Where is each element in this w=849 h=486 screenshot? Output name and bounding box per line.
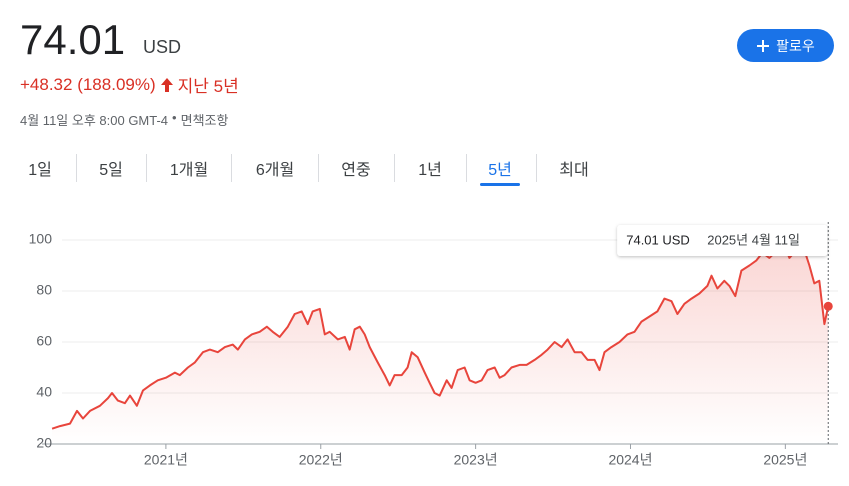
tab-separator bbox=[318, 154, 319, 182]
change: +48.32 (188.09%) bbox=[20, 74, 156, 94]
tooltip-box bbox=[617, 225, 828, 256]
active-tab-underline bbox=[480, 183, 520, 186]
range-tab[interactable]: 연중 bbox=[341, 162, 371, 179]
range-tab[interactable]: 1일 bbox=[28, 162, 52, 179]
tooltip: 74.01 USD 2025년 4월 11일 bbox=[617, 225, 828, 256]
range-tab[interactable]: 5년 bbox=[488, 162, 512, 179]
x-tick-label: 2023년 bbox=[454, 452, 498, 468]
y-tick-label: 80 bbox=[36, 282, 52, 298]
tab-separator bbox=[536, 154, 537, 182]
separator: • bbox=[172, 110, 177, 125]
range-tab[interactable]: 6개월 bbox=[255, 162, 295, 179]
tab-separator bbox=[466, 154, 467, 182]
tab-separator bbox=[76, 154, 77, 182]
meta-row: 4월 11일 오후 8:00 GMT-4 • 면책조항 bbox=[20, 110, 228, 129]
y-tick-label: 60 bbox=[36, 333, 52, 349]
tab-separator bbox=[146, 154, 147, 182]
x-tick-label: 2022년 bbox=[299, 452, 343, 468]
x-tick-label: 2021년 bbox=[144, 452, 188, 468]
up-arrow-icon bbox=[160, 77, 173, 92]
change-row: +48.32 (188.09%) 지난 5년 bbox=[20, 72, 239, 97]
tooltip-value: 74.01 USD bbox=[626, 232, 690, 247]
range-tab[interactable]: 5일 bbox=[99, 162, 123, 179]
hover-point bbox=[823, 301, 833, 311]
range-tab[interactable]: 최대 bbox=[559, 162, 589, 179]
follow-label: 팔로우 bbox=[776, 37, 815, 54]
tooltip-date: 2025년 4월 11일 bbox=[707, 232, 800, 247]
y-tick-label: 100 bbox=[29, 231, 53, 247]
range-tabs: 1일 5일 1개월 6개월 연중 1년 5년 최대 bbox=[0, 150, 620, 190]
disclaimer[interactable]: 면책조항 bbox=[180, 113, 229, 128]
y-tick-label: 40 bbox=[36, 384, 52, 400]
area-fill bbox=[52, 245, 829, 444]
x-tick-label: 2024년 bbox=[608, 452, 652, 468]
plus-icon bbox=[757, 39, 770, 52]
tab-separator bbox=[231, 154, 232, 182]
price: 74.01 bbox=[20, 16, 126, 63]
price-line bbox=[51, 244, 830, 430]
range-tab[interactable]: 1개월 bbox=[169, 162, 209, 179]
range-tab[interactable]: 1년 bbox=[418, 162, 442, 179]
currency: USD bbox=[143, 37, 182, 57]
timestamp: 4월 11일 오후 8:00 GMT-4 bbox=[20, 113, 169, 128]
x-tick-label: 2025년 bbox=[763, 452, 807, 468]
y-tick-label: 20 bbox=[36, 435, 52, 451]
follow-button[interactable]: 팔로우 bbox=[737, 29, 834, 62]
period: 지난 5년 bbox=[177, 77, 239, 96]
tab-separator bbox=[394, 154, 395, 182]
